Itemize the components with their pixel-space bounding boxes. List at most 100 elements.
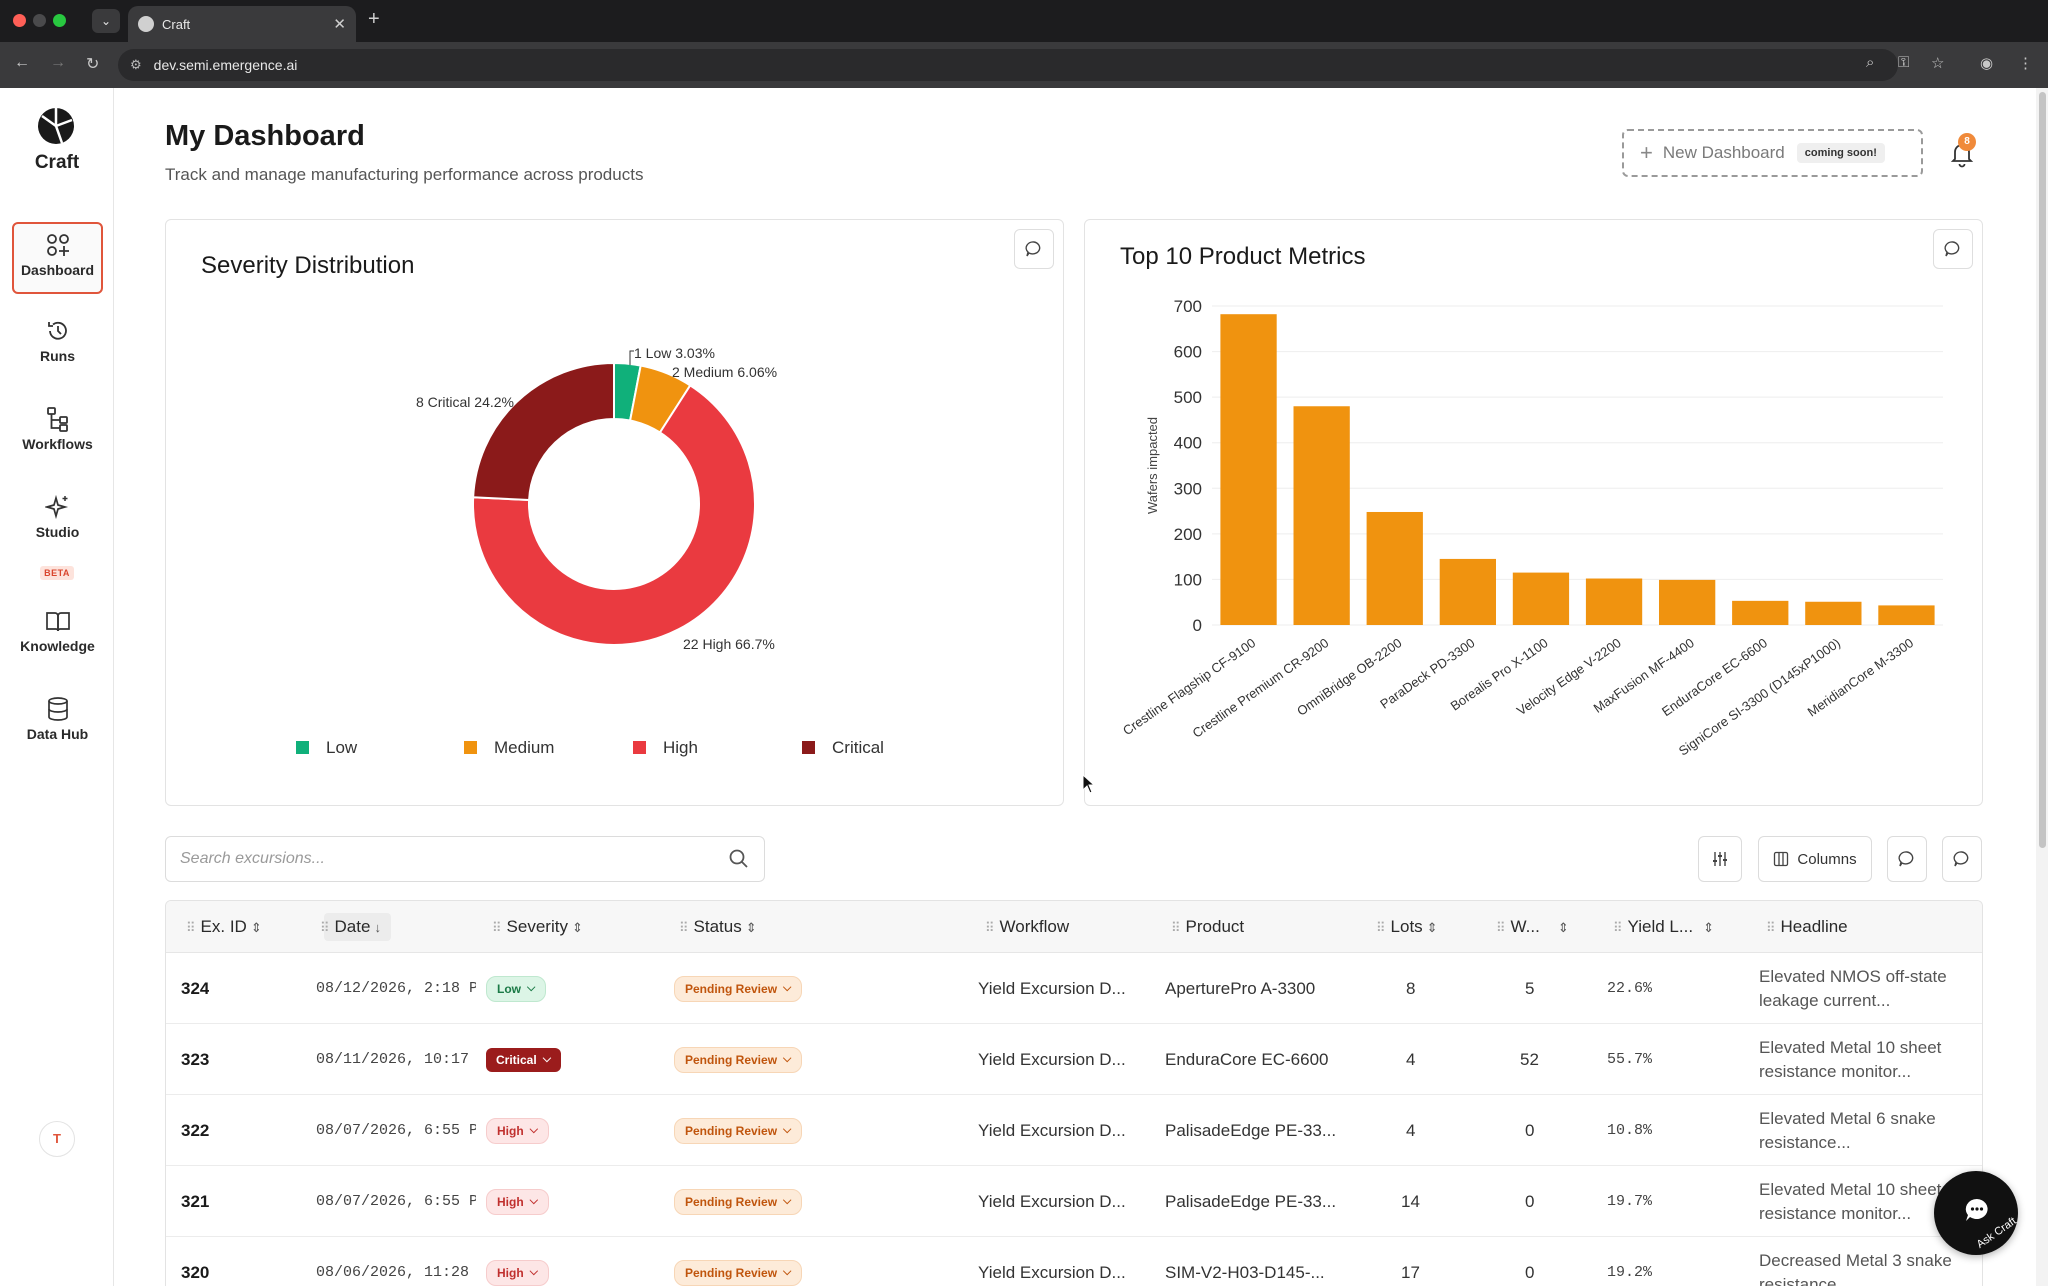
site-settings-icon[interactable]: ⚙ xyxy=(130,57,142,72)
sidebar-item-dashboard[interactable]: Dashboard xyxy=(12,222,103,294)
tab-search-button[interactable]: ⌄ xyxy=(92,9,120,33)
password-key-icon[interactable]: ⚿ xyxy=(1898,54,1910,71)
sort-descending-icon[interactable]: ↓ xyxy=(374,920,381,935)
bar-chart-title: Top 10 Product Metrics xyxy=(1120,243,1366,270)
back-icon[interactable]: ← xyxy=(14,54,30,71)
drag-handle-icon[interactable]: ⠿ xyxy=(1376,920,1385,935)
profile-icon[interactable]: ◉ xyxy=(1980,55,1994,72)
column-header-status[interactable]: ⠿ Status ⇕ xyxy=(679,917,757,936)
comment-button[interactable] xyxy=(1942,836,1982,882)
chat-icon xyxy=(1953,851,1969,867)
sidebar-item-knowledge[interactable]: Knowledge xyxy=(12,600,103,672)
wafers-cell: 5 xyxy=(1525,978,1535,998)
severity-dropdown[interactable]: High ⌵ xyxy=(486,1259,550,1286)
forward-icon[interactable]: → xyxy=(50,54,66,71)
sidebar-item-runs[interactable]: Runs xyxy=(12,310,103,382)
comment-button[interactable] xyxy=(1933,229,1973,269)
table-row[interactable]: 324 08/12/2026, 2:18 PI Low ⌵ Pending Rev… xyxy=(166,953,1982,1024)
excursion-id[interactable]: 321 xyxy=(181,1191,210,1211)
ask-craft-button[interactable]: Ask Craft xyxy=(1934,1171,2019,1255)
date-cell: 08/06/2026, 11:28 I xyxy=(316,1264,476,1281)
new-tab-button[interactable]: + xyxy=(368,8,380,30)
column-header-lots[interactable]: ⠿ Lots ⇕ xyxy=(1376,917,1438,936)
table-row[interactable]: 321 08/07/2026, 6:55 PI High ⌵ Pending Re… xyxy=(166,1166,1982,1237)
sort-icon[interactable]: ⇕ xyxy=(571,920,583,935)
bookmark-star-icon[interactable]: ☆ xyxy=(1931,55,1945,72)
sidebar-item-data-hub[interactable]: Data Hub xyxy=(12,688,103,760)
filter-settings-button[interactable] xyxy=(1698,836,1742,882)
search-icon[interactable] xyxy=(728,848,750,870)
user-avatar[interactable]: T xyxy=(39,1121,75,1157)
sort-icon[interactable]: ⇕ xyxy=(250,920,262,935)
drag-handle-icon[interactable]: ⠿ xyxy=(985,920,994,935)
excursion-id[interactable]: 324 xyxy=(181,978,210,998)
comment-button[interactable] xyxy=(1887,836,1927,882)
status-dropdown[interactable]: Pending Review ⌵ xyxy=(674,1046,803,1073)
status-dropdown[interactable]: Pending Review ⌵ xyxy=(674,975,803,1002)
status-dropdown[interactable]: Pending Review ⌵ xyxy=(674,1188,803,1215)
drag-handle-icon[interactable]: ⠿ xyxy=(1496,920,1505,935)
zoom-icon[interactable]: ⌕ xyxy=(1866,54,1875,71)
scrollbar-thumb[interactable] xyxy=(2039,92,2046,848)
tab-close-icon[interactable]: ✕ xyxy=(333,16,346,33)
product-cell: PalisadeEdge PE-33... xyxy=(1165,1191,1337,1211)
window-zoom-button[interactable] xyxy=(53,14,66,27)
tab-title: Craft xyxy=(162,16,191,32)
status-dropdown[interactable]: Pending Review ⌵ xyxy=(674,1117,803,1144)
column-header-yield[interactable]: ⠿ Yield L... ⇕ xyxy=(1613,917,1714,936)
severity-dropdown[interactable]: High ⌵ xyxy=(486,1117,550,1144)
window-close-button[interactable] xyxy=(13,14,26,27)
drag-handle-icon[interactable]: ⠿ xyxy=(320,920,329,935)
excursion-id[interactable]: 322 xyxy=(181,1120,210,1140)
chat-icon xyxy=(1944,241,1960,257)
legend-label: Low xyxy=(326,738,358,757)
table-row[interactable]: 322 08/07/2026, 6:55 PI High ⌵ Pending Re… xyxy=(166,1095,1982,1166)
legend-swatch xyxy=(802,741,815,754)
sliders-icon xyxy=(1713,852,1727,866)
browser-tab[interactable]: Craft ✕ xyxy=(128,6,356,42)
drag-handle-icon[interactable]: ⠿ xyxy=(1171,920,1180,935)
search-input[interactable] xyxy=(165,836,765,882)
sort-icon[interactable]: ⇕ xyxy=(1557,920,1569,935)
new-dashboard-button[interactable]: + New Dashboard coming soon! xyxy=(1622,129,1923,177)
sort-icon[interactable]: ⇕ xyxy=(1703,920,1714,935)
sidebar-item-studio[interactable]: Studio xyxy=(12,486,103,558)
drag-handle-icon[interactable]: ⠿ xyxy=(492,920,501,935)
comment-button[interactable] xyxy=(1014,229,1054,269)
column-header-headline[interactable]: ⠿ Headline xyxy=(1766,917,1848,936)
excursion-id[interactable]: 320 xyxy=(181,1262,210,1282)
yield-cell: 19.7% xyxy=(1607,1193,1653,1210)
drag-handle-icon[interactable]: ⠿ xyxy=(1766,920,1775,935)
drag-handle-icon[interactable]: ⠿ xyxy=(186,920,195,935)
chevron-down-icon: ⌵ xyxy=(783,1195,792,1207)
excursion-id[interactable]: 323 xyxy=(181,1049,210,1069)
window-minimize-button[interactable] xyxy=(33,14,46,27)
reload-icon[interactable]: ↻ xyxy=(86,56,100,73)
severity-dropdown[interactable]: Critical ⌵ xyxy=(486,1047,562,1072)
coming-soon-badge: coming soon! xyxy=(1796,143,1885,163)
table-row[interactable]: 323 08/11/2026, 10:17 I Critical ⌵ Pendin… xyxy=(166,1024,1982,1095)
drag-handle-icon[interactable]: ⠿ xyxy=(1613,920,1622,935)
y-tick-label: 700 xyxy=(1174,297,1202,316)
legend-swatch xyxy=(296,741,309,754)
status-dropdown[interactable]: Pending Review ⌵ xyxy=(674,1259,803,1286)
column-header-workflow[interactable]: ⠿ Workflow xyxy=(985,917,1070,936)
product-cell: AperturePro A-3300 xyxy=(1165,978,1316,998)
column-header-product[interactable]: ⠿ Product xyxy=(1171,917,1245,936)
table-row[interactable]: 320 08/06/2026, 11:28 I High ⌵ Pending Re… xyxy=(166,1237,1982,1286)
drag-handle-icon[interactable]: ⠿ xyxy=(679,920,688,935)
sidebar-item-workflows[interactable]: Workflows xyxy=(12,398,103,470)
sort-icon[interactable]: ⇕ xyxy=(1426,920,1438,935)
sort-icon[interactable]: ⇕ xyxy=(745,920,757,935)
columns-button[interactable]: Columns xyxy=(1758,836,1872,882)
address-bar[interactable]: ⚙ dev.semi.emergence.ai xyxy=(118,49,1898,81)
column-header-id[interactable]: ⠿ Ex. ID ⇕ xyxy=(186,917,262,936)
column-header-wafers[interactable]: ⠿ W... ⇕ xyxy=(1496,917,1569,936)
column-header-date[interactable]: ⠿ Date ↓ xyxy=(320,913,391,941)
severity-dropdown[interactable]: Low ⌵ xyxy=(486,975,547,1002)
dashboard-icon xyxy=(46,234,69,256)
browser-menu-icon[interactable]: ⋮ xyxy=(2018,55,2033,72)
column-header-severity[interactable]: ⠿ Severity ⇕ xyxy=(492,917,583,936)
severity-dropdown[interactable]: High ⌵ xyxy=(486,1188,550,1215)
lots-cell: 4 xyxy=(1406,1120,1416,1140)
